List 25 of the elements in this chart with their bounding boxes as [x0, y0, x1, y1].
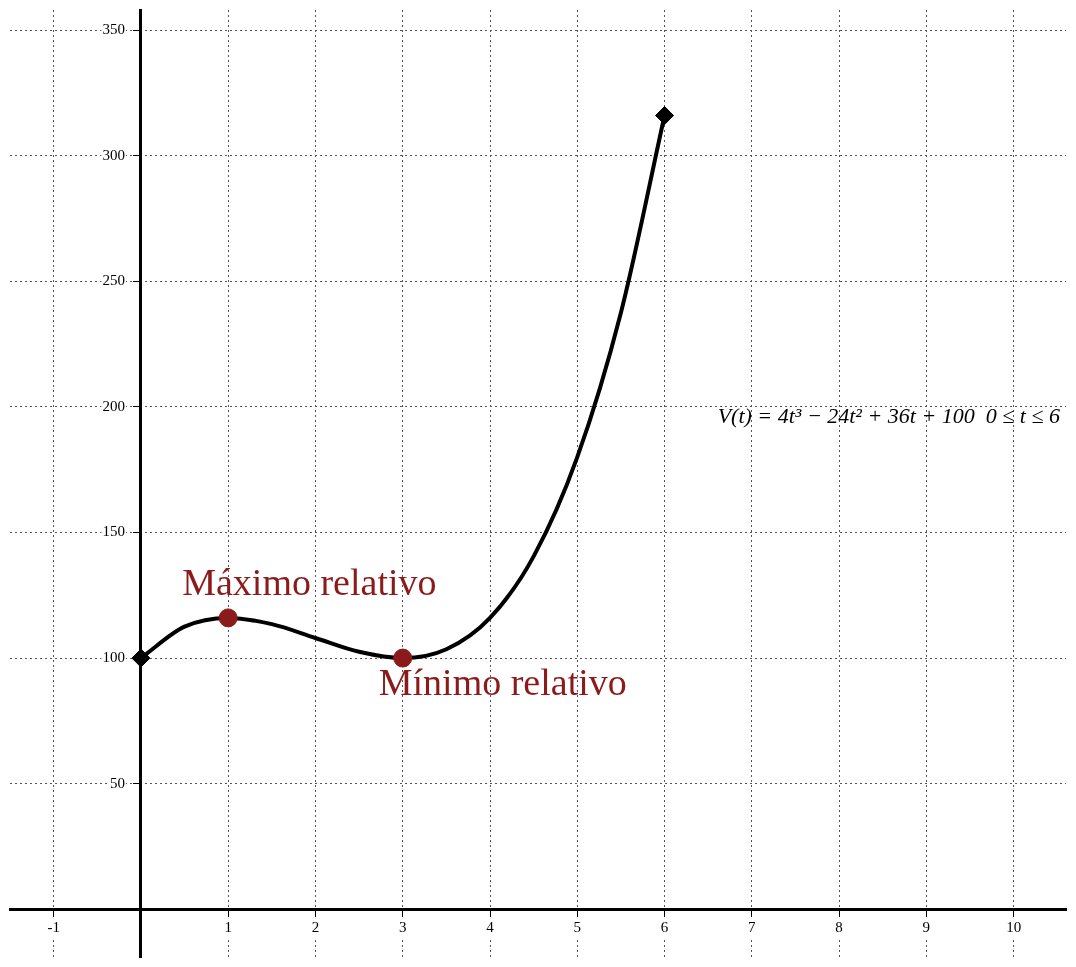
annotation: Mínimo relativo	[378, 661, 627, 704]
y-tick-label: 50	[109, 774, 125, 791]
x-tick-label: 9	[922, 919, 931, 936]
x-tick-label: 1	[224, 919, 232, 936]
point	[393, 648, 413, 668]
annotation: Máximo relativo	[182, 560, 437, 603]
point	[655, 106, 675, 125]
point	[131, 648, 151, 668]
x-tick-label: 6	[660, 919, 669, 936]
y-tick-label: 250	[102, 272, 125, 289]
y-tick-label: 150	[102, 523, 125, 540]
x-tick-label: 3	[398, 919, 407, 936]
y-tick-label: 100	[102, 649, 125, 666]
point	[218, 608, 238, 628]
x-tick-label: 8	[835, 919, 843, 936]
x-tick-label: 5	[573, 919, 582, 936]
annotation: V(t) = 4t³ − 24t² + 36t + 100 0 ≤ t ≤ 6	[717, 402, 1060, 428]
y-tick-label: 350	[102, 21, 125, 38]
x-tick-label: -1	[47, 919, 60, 936]
y-tick-label: 300	[102, 146, 125, 163]
x-tick-label: 10	[1006, 919, 1022, 936]
x-tick-label: 2	[311, 919, 320, 936]
y-tick-label: 200	[102, 397, 125, 414]
x-tick-label: 7	[748, 919, 757, 936]
x-tick-label: 4	[486, 919, 495, 936]
